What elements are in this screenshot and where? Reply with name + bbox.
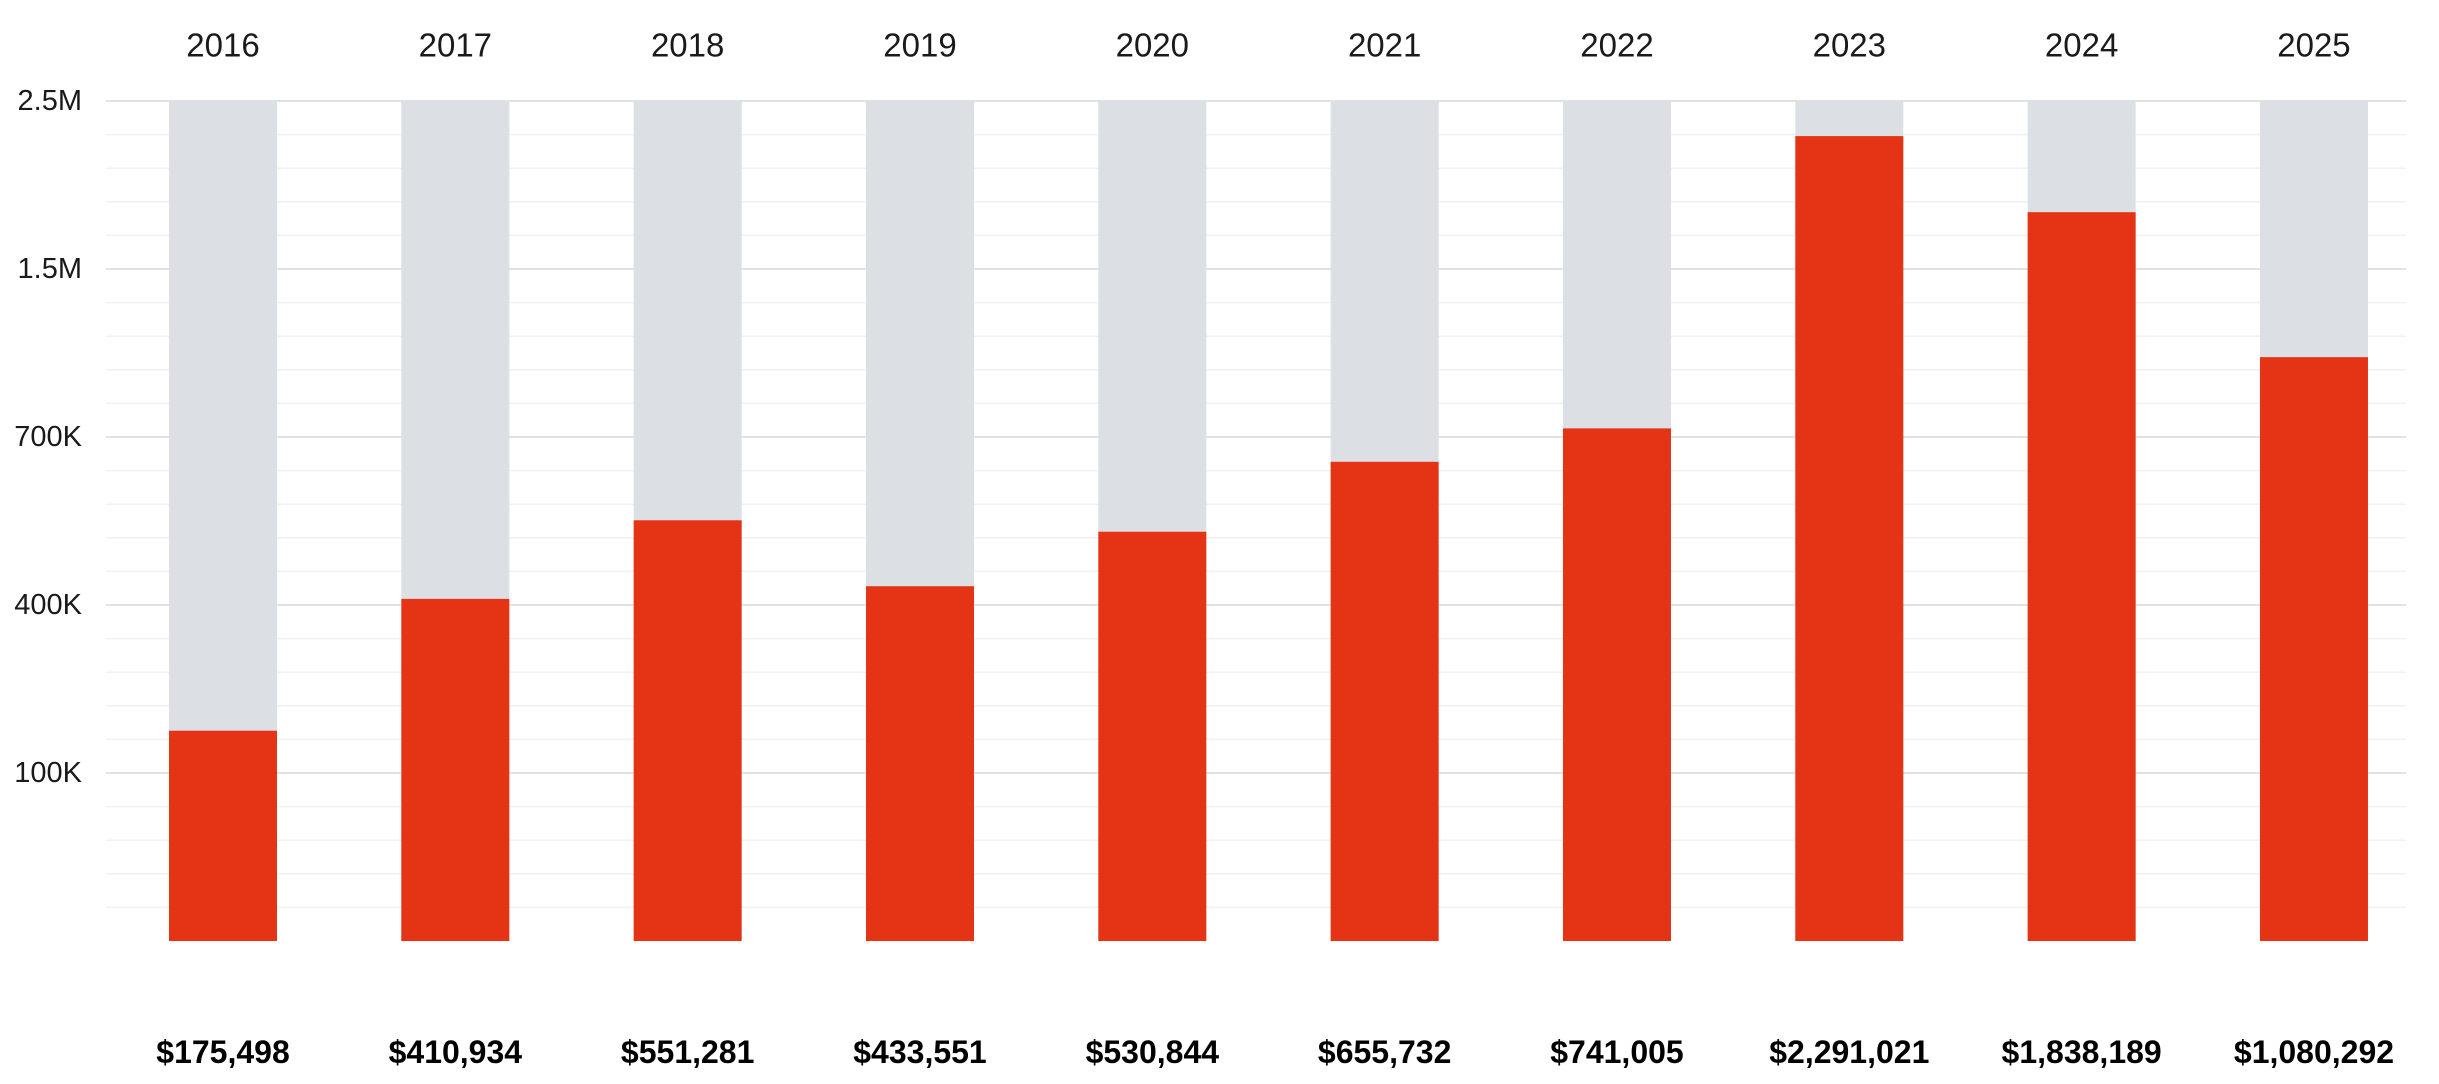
- x-tick-label: 2018: [651, 27, 724, 64]
- x-tick-label: 2023: [1813, 27, 1886, 64]
- x-tick-label: 2025: [2277, 27, 2350, 64]
- y-tick-label: 1.5M: [18, 253, 82, 285]
- y-tick-label: 400K: [14, 589, 82, 621]
- y-tick-label: 100K: [14, 757, 82, 789]
- bars: [169, 101, 2368, 942]
- x-tick-label: 2022: [1580, 27, 1653, 64]
- data-label: $551,281: [621, 1034, 754, 1070]
- bar-2018: [633, 520, 742, 941]
- x-tick-label: 2017: [419, 27, 492, 64]
- data-label: $2,291,021: [1769, 1034, 1929, 1070]
- bar-2021: [1330, 461, 1439, 941]
- data-label: $1,838,189: [2002, 1034, 2162, 1070]
- bar-2022: [1562, 428, 1671, 942]
- x-tick-label: 2024: [2045, 27, 2118, 64]
- data-label: $530,844: [1086, 1034, 1220, 1070]
- y-tick-label: 2.5M: [18, 85, 82, 117]
- y-tick-label: 700K: [14, 421, 82, 453]
- data-label: $410,934: [389, 1034, 523, 1070]
- bar-2024: [2027, 212, 2136, 941]
- labels: 2.5M 1.5M 700K 400K 100K 2016 $175,498 2017 $410…: [14, 27, 2394, 1071]
- x-tick-label: 2019: [883, 27, 956, 64]
- bar-2017: [401, 598, 510, 941]
- bar-2020: [1098, 531, 1207, 941]
- data-label: $741,005: [1550, 1034, 1683, 1070]
- bar-2016: [169, 730, 277, 941]
- x-tick-label: 2020: [1116, 27, 1189, 64]
- bar-2025: [2259, 357, 2368, 941]
- bar-2023: [1795, 136, 1904, 942]
- data-label: $175,498: [156, 1034, 289, 1070]
- x-tick-label: 2016: [186, 27, 259, 64]
- data-label: $655,732: [1318, 1034, 1451, 1070]
- x-tick-label: 2021: [1348, 27, 1421, 64]
- data-label: $433,551: [853, 1034, 986, 1070]
- bar-2019: [865, 586, 974, 941]
- data-label: $1,080,292: [2234, 1034, 2394, 1070]
